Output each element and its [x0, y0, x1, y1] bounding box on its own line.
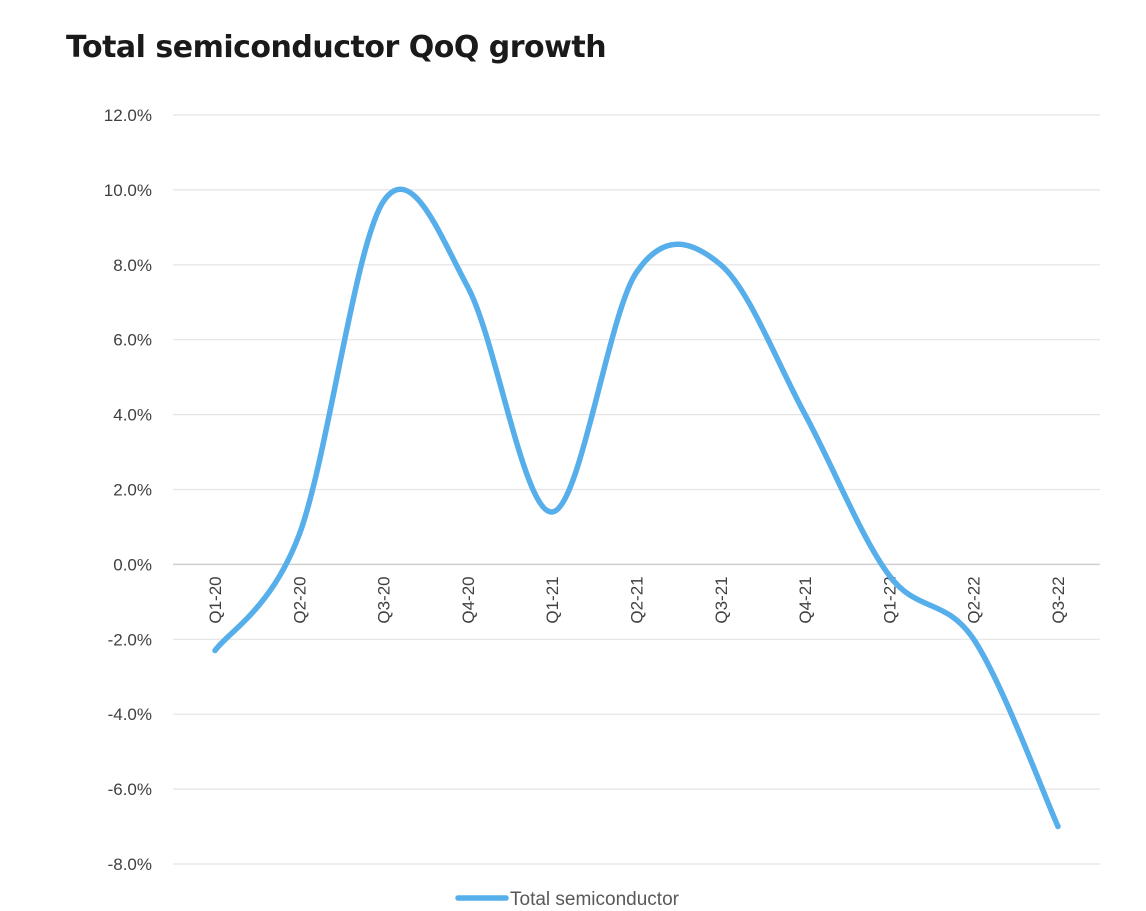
- x-tick-label: Q4-20: [459, 576, 478, 623]
- legend-label: Total semiconductor: [510, 889, 680, 910]
- y-tick-label: -6.0%: [108, 780, 152, 799]
- x-tick-label: Q3-22: [1049, 576, 1068, 623]
- gridlines: [173, 114, 1100, 865]
- y-tick-label: 6.0%: [113, 331, 152, 350]
- x-tick-label: Q4-21: [796, 576, 815, 623]
- x-tick-label: Q3-21: [712, 576, 731, 623]
- x-tick-label: Q2-22: [965, 576, 984, 623]
- legend: Total semiconductor: [455, 889, 680, 910]
- chart-title: Total semiconductor QoQ growth: [66, 30, 607, 65]
- x-tick-label: Q1-22: [880, 576, 899, 623]
- x-tick-label: Q2-20: [290, 576, 309, 623]
- y-tick-label: -8.0%: [108, 855, 152, 874]
- y-tick-label: 8.0%: [113, 256, 152, 275]
- series-line: [212, 186, 1061, 830]
- y-tick-label: 0.0%: [113, 555, 152, 574]
- x-tick-label: Q2-21: [628, 576, 647, 623]
- y-tick-label: 12.0%: [104, 106, 152, 125]
- series-lines: [212, 186, 1061, 830]
- y-tick-label: -4.0%: [108, 705, 152, 724]
- y-tick-label: 2.0%: [113, 481, 152, 500]
- y-tick-label: 4.0%: [113, 406, 152, 425]
- y-axis-tick-labels: 12.0% 10.0% 8.0% 6.0% 4.0% 2.0% 0.0% -2.0% -4.0%…: [104, 106, 152, 874]
- y-tick-label: -2.0%: [108, 630, 152, 649]
- x-tick-label: Q1-20: [206, 576, 225, 623]
- y-tick-label: 10.0%: [104, 181, 152, 200]
- x-axis-tick-labels: Q1-20 Q2-20 Q3-20 Q4-20 Q1-21 Q2-21 Q3-21 Q4-21…: [206, 576, 1068, 623]
- x-tick-label: Q3-20: [375, 576, 394, 623]
- x-tick-label: Q1-21: [543, 576, 562, 623]
